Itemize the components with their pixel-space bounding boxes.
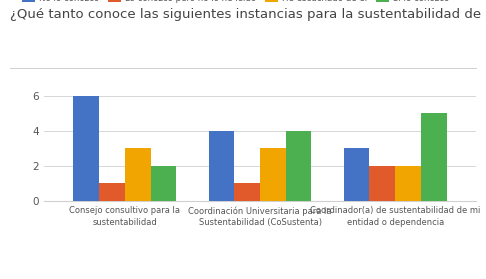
Bar [344,148,369,201]
Bar [286,131,312,201]
Bar [421,113,447,201]
Legend: No lo conozco, Lo conozco pero no lo he leído, He escuchado de él, Si lo conozco: No lo conozco, Lo conozco pero no lo he … [22,0,450,3]
Bar [395,166,421,201]
Bar [73,96,99,201]
Bar [208,131,234,201]
Bar [369,166,395,201]
Text: ¿Qué tanto conoce las siguientes instancias para la sustentabilidad de la UV?: ¿Qué tanto conoce las siguientes instanc… [10,8,486,21]
Bar [234,183,260,201]
Bar [99,183,125,201]
Bar [125,148,151,201]
Bar [260,148,286,201]
Bar [151,166,176,201]
